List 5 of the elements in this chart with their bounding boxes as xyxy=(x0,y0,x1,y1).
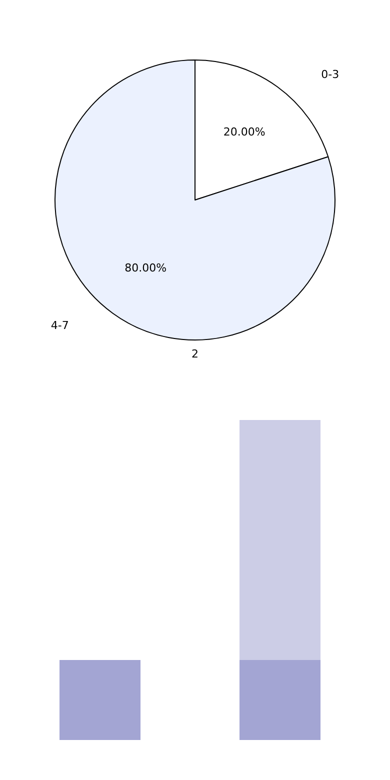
slice-label: 4-7 xyxy=(50,318,69,332)
text: 2 xyxy=(192,348,198,360)
data-label: 80.00% xyxy=(124,261,167,274)
data-label: 20.00% xyxy=(223,126,266,139)
slice-label: 0-3 xyxy=(321,68,340,82)
